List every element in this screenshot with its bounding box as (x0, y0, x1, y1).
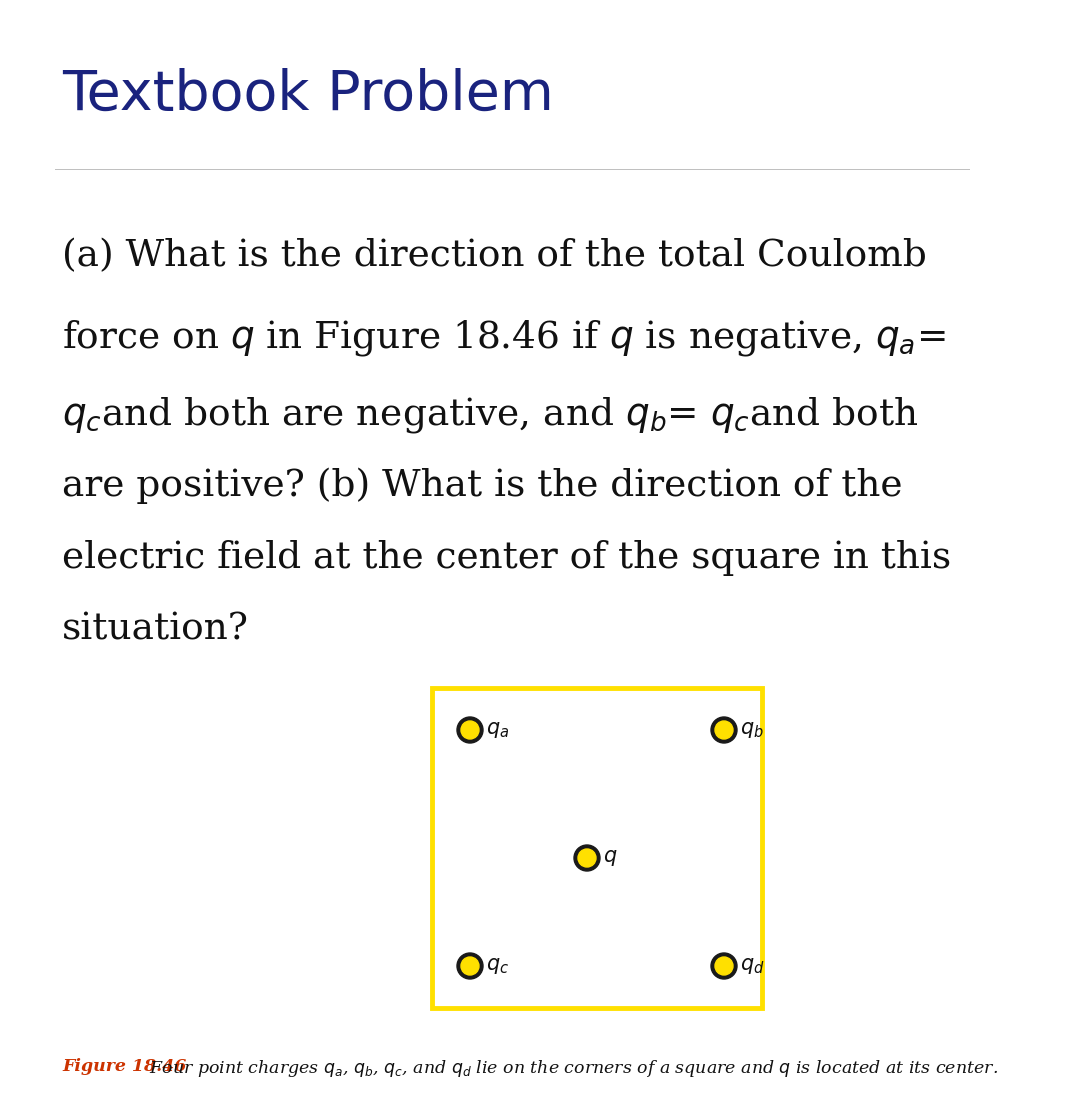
Text: $q$: $q$ (603, 848, 618, 868)
Bar (432, 688, 762, 1008)
Text: $q_d$: $q_d$ (740, 956, 765, 975)
Circle shape (573, 845, 600, 872)
Circle shape (457, 717, 483, 743)
Circle shape (578, 849, 596, 867)
Text: $q_c$and both are negative, and $q_b$= $q_c$and both: $q_c$and both are negative, and $q_b$= $… (62, 395, 918, 435)
Circle shape (461, 721, 480, 739)
Circle shape (457, 953, 483, 979)
Circle shape (715, 957, 733, 975)
Text: force on $q$ in Figure 18.46 if $q$ is negative, $q_a$=: force on $q$ in Figure 18.46 if $q$ is n… (62, 319, 945, 358)
Text: Four point charges $q_a$, $q_b$, $q_c$, and $q_d$ lie on the corners of a square: Four point charges $q_a$, $q_b$, $q_c$, … (144, 1058, 998, 1079)
Text: (a) What is the direction of the total Coulomb: (a) What is the direction of the total C… (62, 238, 927, 274)
Text: $q_a$: $q_a$ (486, 720, 510, 740)
Text: are positive? (b) What is the direction of the: are positive? (b) What is the direction … (62, 468, 903, 504)
Circle shape (715, 721, 733, 739)
Text: Figure 18.46: Figure 18.46 (62, 1058, 187, 1075)
Text: situation?: situation? (62, 612, 249, 648)
Text: $q_c$: $q_c$ (486, 956, 509, 975)
Text: Textbook Problem: Textbook Problem (62, 67, 554, 122)
Circle shape (461, 957, 480, 975)
Circle shape (711, 953, 737, 979)
Circle shape (711, 717, 737, 743)
Text: electric field at the center of the square in this: electric field at the center of the squa… (62, 540, 951, 576)
Text: $q_b$: $q_b$ (740, 720, 764, 740)
